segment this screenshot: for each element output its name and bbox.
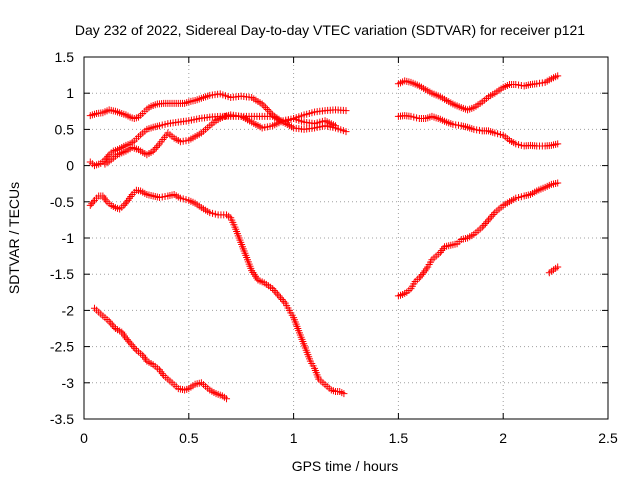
data-point — [277, 294, 284, 302]
data-point — [89, 198, 97, 206]
data-series — [86, 72, 562, 403]
data-point — [151, 145, 159, 153]
data-point — [129, 343, 137, 351]
x-tick-label: 2 — [499, 430, 507, 446]
data-point — [108, 321, 116, 329]
data-point — [110, 323, 118, 331]
y-tick-label: -3 — [62, 375, 75, 391]
data-point — [483, 218, 491, 226]
data-point — [332, 122, 340, 130]
data-point — [273, 290, 281, 298]
series-track-6 — [394, 72, 562, 114]
data-point — [152, 144, 160, 151]
data-point — [342, 107, 350, 115]
axis-ticks: 0 0.5 1 1.5 2 2.5 1.5 1 0.5 0 -0.5 -1 -1.5 -2 -2.5 -3 -3… — [50, 49, 618, 446]
data-point — [149, 147, 157, 155]
y-tick-label: 0.5 — [55, 121, 75, 137]
data-point — [104, 152, 112, 160]
data-point — [342, 128, 350, 136]
data-point — [481, 220, 489, 228]
data-point — [154, 142, 162, 150]
data-point — [128, 341, 136, 349]
x-tick-label: 2.5 — [598, 430, 618, 446]
y-tick-label: 1.5 — [55, 49, 75, 65]
data-point — [554, 179, 562, 187]
data-point — [126, 339, 134, 347]
data-point — [107, 319, 115, 327]
data-point — [223, 395, 231, 403]
series-track-1 — [86, 90, 350, 126]
y-tick-label: 0 — [66, 158, 74, 174]
data-point — [131, 344, 139, 352]
data-point — [265, 107, 273, 115]
data-point — [105, 317, 113, 325]
data-point — [123, 198, 131, 206]
data-point — [267, 109, 275, 117]
data-point — [270, 286, 278, 294]
data-point — [486, 214, 494, 222]
data-point — [275, 292, 283, 300]
data-point — [278, 296, 286, 304]
x-tick-label: 1 — [290, 430, 298, 446]
data-point — [478, 223, 486, 231]
data-point — [554, 140, 562, 148]
data-point — [485, 216, 493, 224]
data-point — [554, 263, 562, 271]
data-point — [280, 297, 288, 305]
data-point — [340, 390, 348, 398]
data-point — [269, 285, 277, 293]
series-track-8 — [394, 179, 562, 300]
y-tick-label: -1 — [62, 230, 75, 246]
data-point — [418, 270, 426, 278]
y-tick-label: 1 — [66, 85, 74, 101]
series-track-5 — [90, 304, 231, 403]
x-axis-label: GPS time / hours — [292, 458, 399, 474]
series-track-7 — [394, 112, 562, 150]
data-point — [258, 100, 266, 108]
x-tick-label: 0 — [80, 430, 88, 446]
data-point — [489, 210, 497, 218]
y-tick-label: -0.5 — [50, 194, 74, 210]
chart-title: Day 232 of 2022, Sidereal Day-to-day VTE… — [75, 22, 585, 38]
data-point — [272, 288, 280, 296]
data-point — [125, 337, 133, 345]
series-track-9 — [545, 263, 562, 277]
series-track-4 — [86, 186, 348, 398]
x-tick-label: 1.5 — [389, 430, 409, 446]
y-tick-label: -3.5 — [50, 411, 74, 427]
series-track-3 — [101, 111, 340, 168]
data-point — [263, 105, 271, 113]
data-point — [488, 212, 496, 220]
grid-lines — [84, 57, 608, 419]
y-axis-label: SDTVAR / TECUs — [6, 182, 22, 294]
y-tick-label: -2 — [62, 302, 75, 318]
data-point — [554, 72, 562, 80]
data-point — [480, 221, 488, 229]
data-point — [260, 102, 268, 110]
data-point — [262, 104, 270, 112]
y-tick-label: -2.5 — [50, 339, 74, 355]
x-tick-label: 0.5 — [179, 430, 199, 446]
y-tick-label: -1.5 — [50, 266, 74, 282]
